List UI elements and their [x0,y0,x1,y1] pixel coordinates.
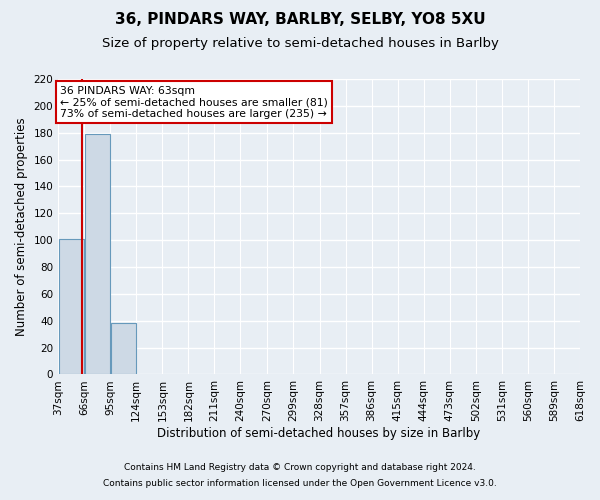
Y-axis label: Number of semi-detached properties: Number of semi-detached properties [15,118,28,336]
Text: Contains HM Land Registry data © Crown copyright and database right 2024.: Contains HM Land Registry data © Crown c… [124,464,476,472]
Bar [59,239,84,374]
Text: Contains public sector information licensed under the Open Government Licence v3: Contains public sector information licen… [103,478,497,488]
Text: 36 PINDARS WAY: 63sqm
← 25% of semi-detached houses are smaller (81)
73% of semi: 36 PINDARS WAY: 63sqm ← 25% of semi-deta… [60,86,328,119]
Text: 36, PINDARS WAY, BARLBY, SELBY, YO8 5XU: 36, PINDARS WAY, BARLBY, SELBY, YO8 5XU [115,12,485,28]
Bar [111,324,136,374]
Bar [85,134,110,374]
X-axis label: Distribution of semi-detached houses by size in Barlby: Distribution of semi-detached houses by … [157,427,481,440]
Text: Size of property relative to semi-detached houses in Barlby: Size of property relative to semi-detach… [101,38,499,51]
